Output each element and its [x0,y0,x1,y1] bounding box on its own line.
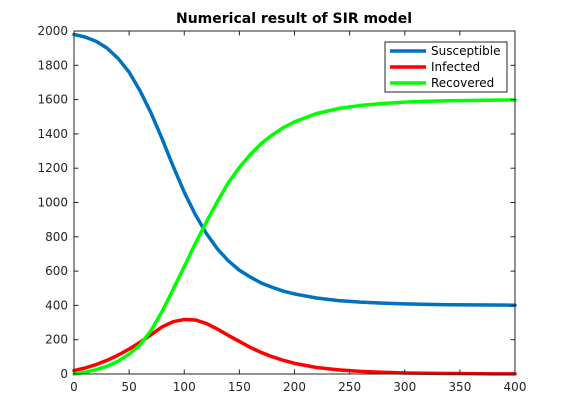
y-tick-label: 2000 [37,24,68,38]
x-tick-label: 100 [173,380,196,394]
y-tick-label: 800 [45,230,68,244]
chart-title: Numerical result of SIR model [176,11,412,27]
x-tick-label: 0 [70,380,78,394]
y-tick-label: 1600 [37,93,68,107]
y-tick-label: 1200 [37,161,68,175]
y-tick-label: 1000 [37,196,68,210]
y-tick-label: 1800 [37,58,68,72]
y-tick-label: 600 [45,264,68,278]
x-tick-label: 50 [121,380,136,394]
series-line-recovered [72,98,517,376]
y-tick-label: 400 [45,298,68,312]
x-tick-label: 300 [393,380,416,394]
legend: Susceptible Infected Recovered [384,41,508,93]
y-tick-label: 0 [60,367,68,381]
legend-label-susceptible: Susceptible [431,44,500,58]
ticks: 0 50 100 150 200 250 300 350 400 0 200 400 600 800 100… [37,24,526,394]
x-tick-label: 350 [448,380,471,394]
x-tick-label: 200 [283,380,306,394]
legend-label-infected: Infected [431,60,480,74]
y-tick-label: 1400 [37,127,68,141]
x-tick-label: 250 [338,380,361,394]
x-tick-label: 150 [228,380,251,394]
y-tick-label: 200 [45,333,68,347]
series-line-susceptible [72,32,517,307]
legend-label-recovered: Recovered [431,76,494,90]
x-tick-label: 400 [504,380,527,394]
